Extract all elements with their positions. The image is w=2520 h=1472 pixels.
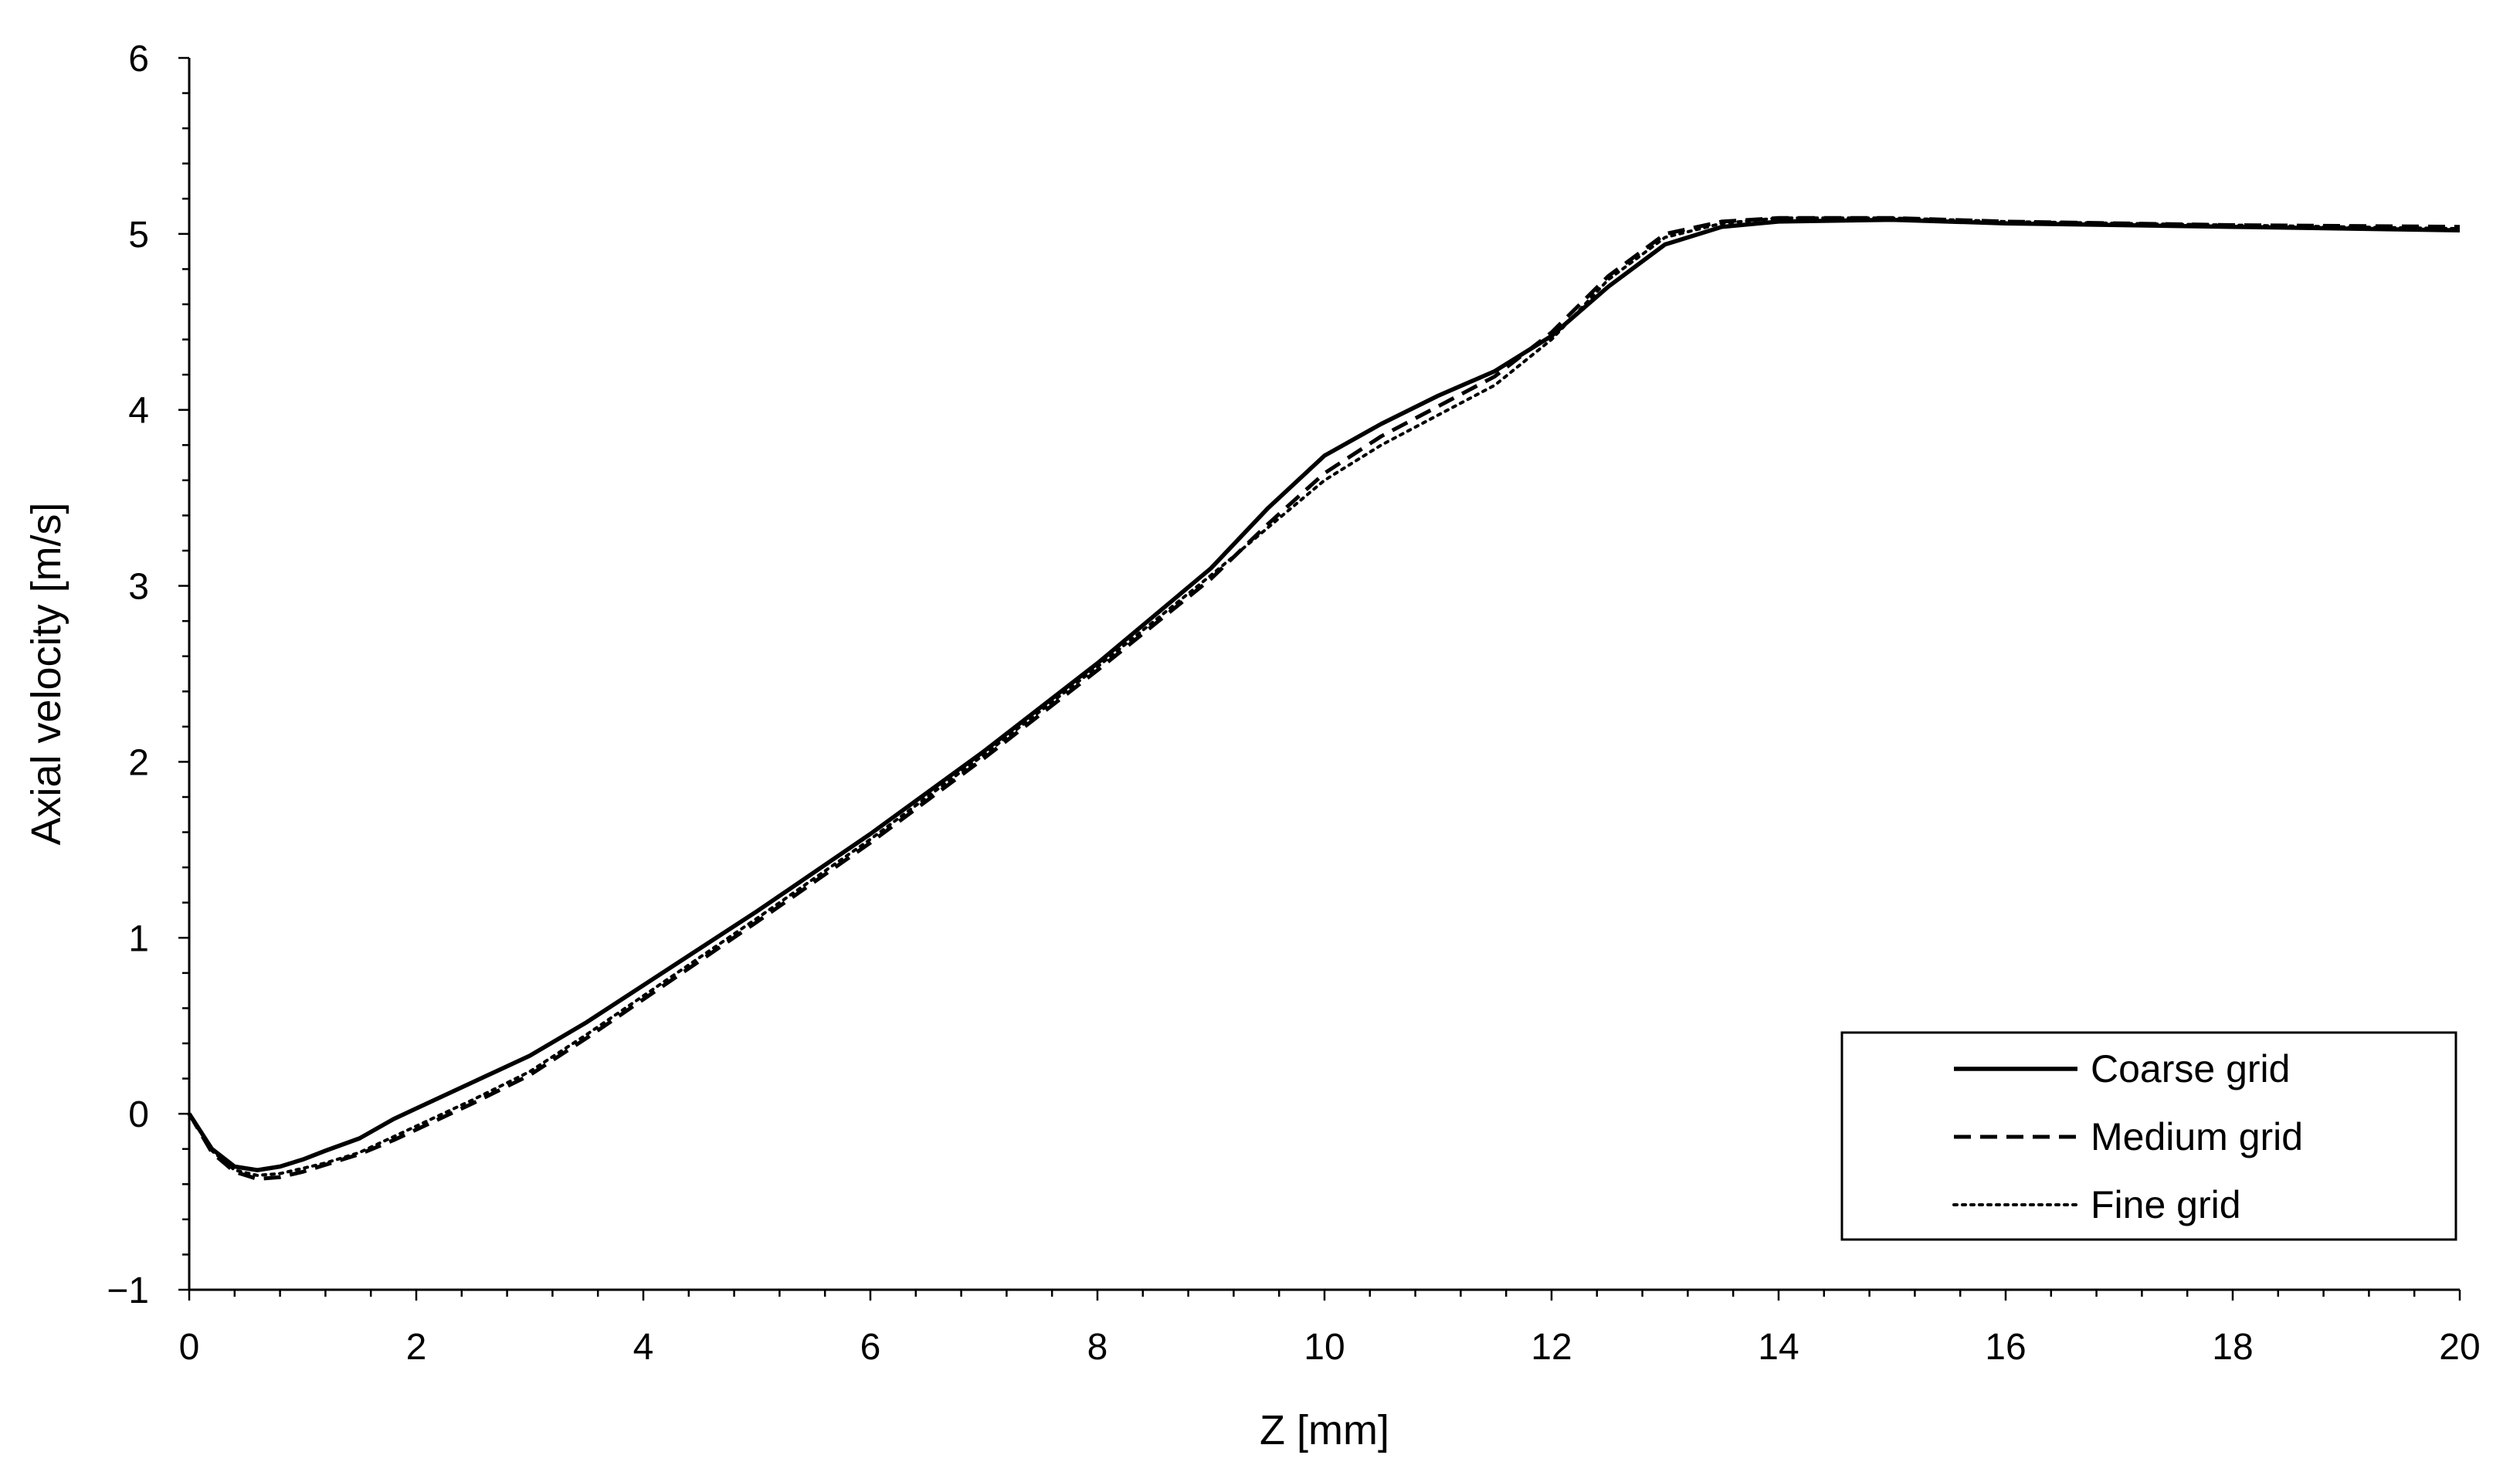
legend-box: [1840, 1031, 2457, 1241]
x-tick-label: 6: [860, 1327, 881, 1368]
legend-label: Fine grid: [2091, 1183, 2241, 1226]
series-line-medium-grid: [187, 215, 2461, 1181]
x-axis-title: Z [mm]: [1260, 1407, 1389, 1453]
x-tick-label: 18: [2212, 1327, 2253, 1368]
x-tick-label: 8: [1087, 1327, 1108, 1368]
x-tick-label: 10: [1304, 1327, 1345, 1368]
y-tick-label: 6: [128, 39, 149, 80]
y-tick-label: 5: [128, 215, 149, 256]
legend: Coarse grid Medium grid Fine grid: [1840, 1031, 2457, 1241]
series-lines: [187, 215, 2461, 1181]
legend-label: Coarse grid: [2091, 1047, 2290, 1090]
y-tick-label: 1: [128, 918, 149, 959]
legend-label: Medium grid: [2091, 1115, 2303, 1158]
y-axis-title: Axial velocity [m/s]: [23, 502, 70, 845]
series-line-fine-grid: [188, 216, 2461, 1177]
x-tick-label: 0: [179, 1327, 200, 1368]
x-tick-label: 14: [1758, 1327, 1799, 1368]
y-tick-label: 4: [128, 391, 149, 432]
x-tick-label: 4: [633, 1327, 654, 1368]
x-tick-label: 20: [2439, 1327, 2480, 1368]
y-tick-label: 3: [128, 567, 149, 608]
y-tick-label: −1: [107, 1270, 149, 1311]
y-tick-label: 0: [128, 1094, 149, 1135]
series-line-coarse-grid: [187, 217, 2461, 1172]
x-tick-label: 2: [406, 1327, 427, 1368]
y-tick-label: 2: [128, 742, 149, 783]
x-tick-label: 12: [1531, 1327, 1572, 1368]
x-tick-label: 16: [1985, 1327, 2026, 1368]
